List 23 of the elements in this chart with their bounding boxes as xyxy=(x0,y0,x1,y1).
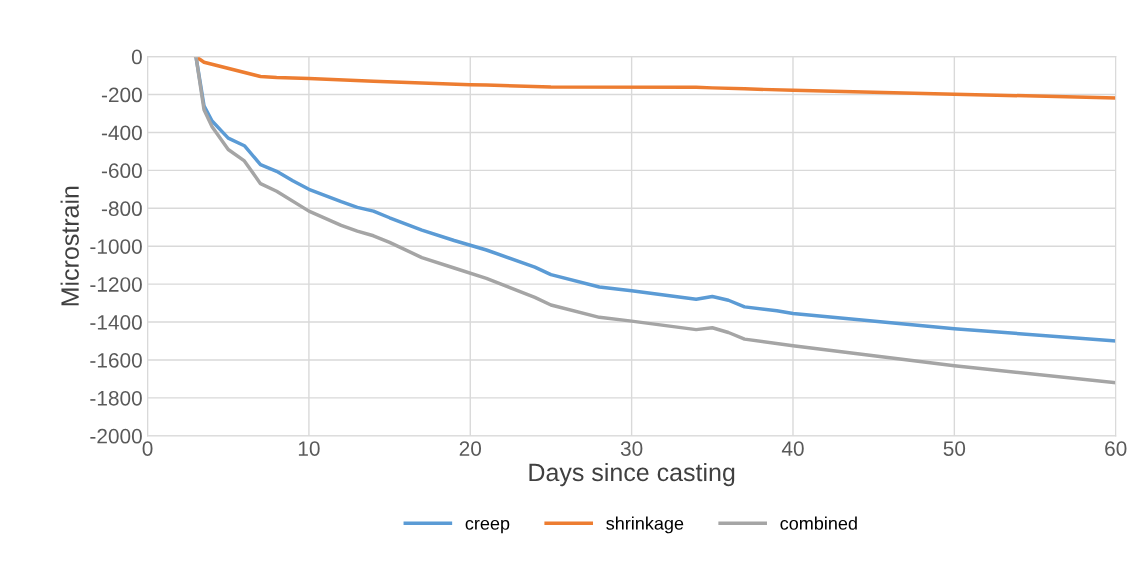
y-tick-label: 0 xyxy=(131,49,142,65)
y-tick-label: -200 xyxy=(101,87,142,103)
y-tick-label: -1800 xyxy=(90,390,142,406)
y-tick-label: -1400 xyxy=(90,315,142,330)
legend-label: creep xyxy=(465,519,510,534)
y-tick-label: -600 xyxy=(101,163,142,179)
y-tick-label: -2000 xyxy=(90,428,142,444)
y-tick-label: -400 xyxy=(101,125,142,141)
y-tick-label: -1000 xyxy=(90,239,142,254)
x-tick-label: 10 xyxy=(298,441,320,456)
y-tick-label: -800 xyxy=(101,201,142,217)
y-tick-label: -1200 xyxy=(90,277,142,292)
y-axis-title: Microstrain xyxy=(60,186,79,306)
x-tick-label: 50 xyxy=(943,441,966,456)
x-tick-label: 20 xyxy=(459,441,482,456)
x-tick-label: 40 xyxy=(781,441,804,456)
x-tick-label: 0 xyxy=(142,441,153,456)
legend-label: shrinkage xyxy=(606,516,684,534)
y-tick-label: -1600 xyxy=(90,352,142,368)
x-tick-label: 60 xyxy=(1105,441,1127,456)
x-tick-label: 30 xyxy=(620,441,643,456)
x-axis-title: Days since casting xyxy=(529,462,735,487)
legend-label: combined xyxy=(780,516,857,530)
